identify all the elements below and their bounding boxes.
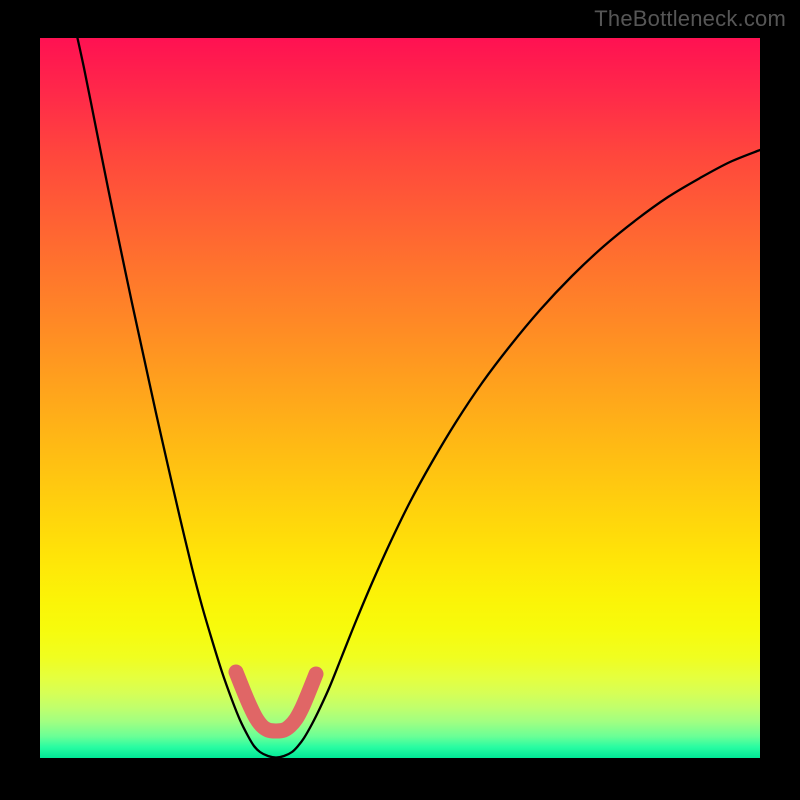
main-curve: [73, 38, 760, 758]
chart-curves-svg: [40, 38, 760, 758]
bottleneck-chart: [40, 38, 760, 758]
highlight-curve: [236, 672, 316, 731]
watermark-text: TheBottleneck.com: [594, 6, 786, 32]
